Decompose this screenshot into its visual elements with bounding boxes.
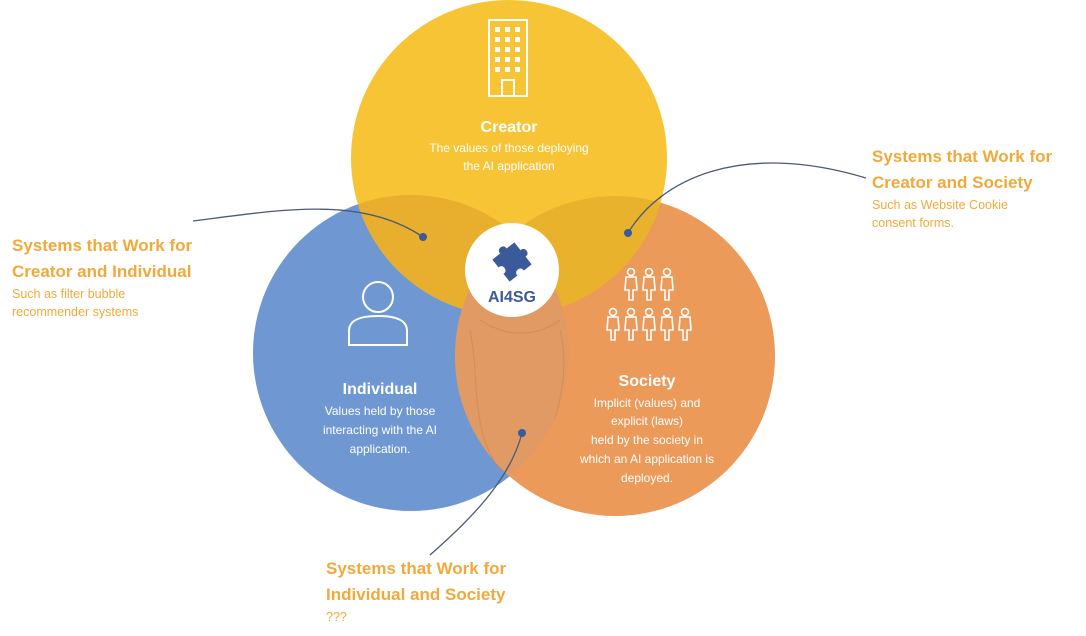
callout-creator-individual-title-line2: Creator and Individual <box>12 262 192 281</box>
creator-desc-line1: The values of those deploying <box>429 141 588 155</box>
society-desc-line1: Implicit (values) and <box>594 396 701 410</box>
ai4sg-logo-text: AI4SG <box>488 289 536 306</box>
creator-desc-line2: the AI application <box>463 159 554 173</box>
dot-creator-society <box>624 229 632 237</box>
society-desc-line5: deployed. <box>621 471 673 485</box>
puzzle-piece-icon <box>492 242 532 282</box>
people-group-icon <box>0 0 692 341</box>
society-desc-line3: held by the society in <box>591 433 703 447</box>
callout-individual-society-sub-line1: ??? <box>326 610 347 624</box>
callout-creator-individual-sub-line2: recommender systems <box>12 305 139 319</box>
callout-creator-society: Systems that Work for Creator and Societ… <box>872 144 1084 232</box>
connector-creator-individual <box>192 208 424 238</box>
creator-title: Creator <box>481 119 538 136</box>
callout-creator-individual-title-line1: Systems that Work for <box>12 236 193 255</box>
connector-creator-society <box>627 162 867 234</box>
callout-individual-society: Systems that Work for Individual and Soc… <box>326 556 556 626</box>
callout-individual-society-title-line1: Systems that Work for <box>326 559 507 578</box>
society-title: Society <box>619 373 676 390</box>
callout-creator-society-sub-line2: consent forms. <box>872 216 954 230</box>
dot-individual-society <box>518 429 526 437</box>
connectors <box>192 162 867 556</box>
individual-desc-line3: application. <box>350 442 411 456</box>
callout-creator-individual-sub-line1: Such as filter bubble <box>12 287 126 301</box>
individual-title: Individual <box>343 381 418 398</box>
building-icon <box>488 19 528 97</box>
person-icon <box>348 281 408 346</box>
callout-individual-society-title-line2: Individual and Society <box>326 585 506 604</box>
dot-creator-individual <box>419 233 427 241</box>
individual-desc-line1: Values held by those <box>325 404 436 418</box>
connector-individual-society <box>429 432 523 556</box>
callout-creator-society-title-line2: Creator and Society <box>872 173 1033 192</box>
society-desc-line4: which an AI application is <box>579 452 714 466</box>
society-desc-line2: explicit (laws) <box>611 414 683 428</box>
callout-creator-society-sub-line1: Such as Website Cookie <box>872 198 1008 212</box>
callout-creator-individual: Systems that Work for Creator and Indivi… <box>12 233 252 321</box>
individual-desc-line2: interacting with the AI <box>323 423 437 437</box>
callout-creator-society-title-line1: Systems that Work for <box>872 147 1053 166</box>
